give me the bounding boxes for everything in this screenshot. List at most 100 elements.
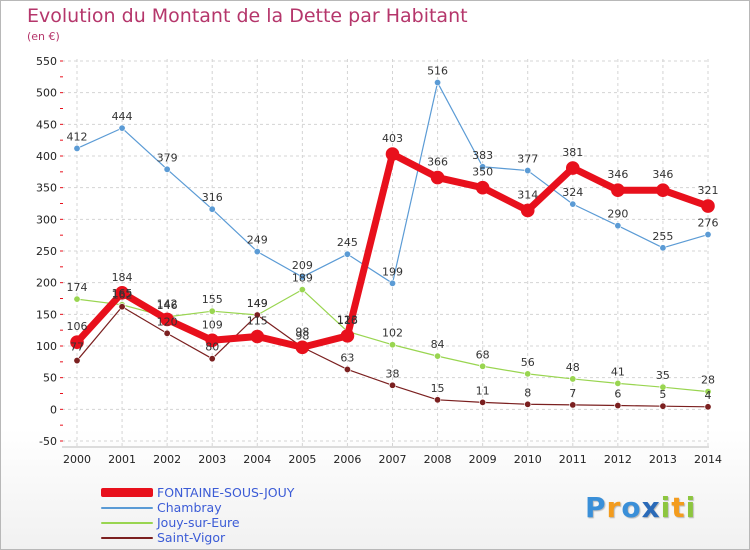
data-point-2 xyxy=(704,388,712,396)
x-tick-label: 2014 xyxy=(694,453,722,466)
data-label-3: 80 xyxy=(205,341,219,354)
data-point-3 xyxy=(569,401,577,409)
chart-title: Evolution du Montant de la Dette par Hab… xyxy=(27,5,468,27)
data-label-2: 41 xyxy=(611,365,625,378)
data-label-0: 109 xyxy=(202,318,223,331)
logo-letter: r xyxy=(606,491,622,524)
data-label-1: 383 xyxy=(472,149,493,162)
data-point-1 xyxy=(524,167,532,175)
data-label-0: 346 xyxy=(607,168,628,181)
logo-letter: i xyxy=(660,491,672,524)
data-label-2: 28 xyxy=(701,374,715,387)
y-tick-label: 100 xyxy=(36,340,57,353)
data-label-2: 165 xyxy=(112,287,133,300)
data-label-1: 316 xyxy=(202,191,223,204)
x-tick-label: 2001 xyxy=(108,453,136,466)
data-label-1: 199 xyxy=(382,265,403,278)
logo-letter: x xyxy=(641,491,661,524)
data-label-2: 48 xyxy=(566,361,580,374)
data-point-0 xyxy=(250,329,265,344)
x-tick-label: 2011 xyxy=(559,453,587,466)
y-tick-label: 200 xyxy=(36,277,57,290)
data-point-3 xyxy=(118,303,126,311)
y-tick-label: 500 xyxy=(36,87,57,100)
logo-letter: P xyxy=(585,491,607,524)
data-label-3: 63 xyxy=(340,351,354,364)
data-point-3 xyxy=(343,365,351,373)
data-point-2 xyxy=(659,383,667,391)
data-label-1: 412 xyxy=(67,130,88,143)
data-point-0 xyxy=(115,285,129,300)
data-point-3 xyxy=(388,381,396,389)
data-label-2: 155 xyxy=(202,293,223,306)
data-label-2: 84 xyxy=(431,338,445,351)
data-point-3 xyxy=(614,402,622,410)
proxiti-logo: Proxiti xyxy=(585,491,696,524)
x-tick-label: 2003 xyxy=(198,453,226,466)
data-label-0: 115 xyxy=(247,315,268,328)
data-label-0: 116 xyxy=(337,314,358,327)
x-tick-label: 2008 xyxy=(424,453,452,466)
data-point-1 xyxy=(118,124,126,132)
data-label-1: 444 xyxy=(112,110,133,123)
x-tick-label: 2004 xyxy=(243,453,271,466)
data-point-0 xyxy=(520,203,535,218)
data-label-0: 366 xyxy=(427,156,448,169)
data-label-0: 403 xyxy=(382,132,403,145)
data-label-2: 174 xyxy=(67,281,88,294)
data-label-2: 146 xyxy=(157,299,178,312)
data-label-3: 5 xyxy=(659,388,666,401)
data-label-0: 98 xyxy=(295,325,309,338)
data-point-3 xyxy=(253,311,261,319)
legend-item-fontaine: FONTAINE-SOUS-JOUY xyxy=(101,485,294,500)
data-point-0 xyxy=(701,199,715,213)
data-point-2 xyxy=(569,375,577,383)
data-label-3: 149 xyxy=(247,297,268,310)
legend: FONTAINE-SOUS-JOUY Chambray Jouy-sur-Eur… xyxy=(101,485,294,545)
data-point-1 xyxy=(704,231,712,239)
data-label-1: 377 xyxy=(517,153,538,166)
y-tick-label: 150 xyxy=(36,308,57,321)
data-point-2 xyxy=(614,379,622,387)
data-point-3 xyxy=(163,329,171,337)
chart-subtitle: (en €) xyxy=(27,30,60,43)
data-point-1 xyxy=(434,79,442,87)
data-point-1 xyxy=(614,222,622,230)
data-label-0: 184 xyxy=(112,271,133,284)
y-tick-label: -50 xyxy=(39,435,57,448)
legend-swatch-chambray xyxy=(101,506,153,509)
data-label-2: 189 xyxy=(292,272,313,285)
data-label-3: 162 xyxy=(112,289,133,302)
x-tick-label: 2006 xyxy=(333,453,361,466)
y-tick-label: 50 xyxy=(43,372,57,385)
logo-letter: t xyxy=(671,491,686,524)
y-tick-label: 0 xyxy=(50,403,57,416)
logo-letter: o xyxy=(621,491,642,524)
x-tick-label: 2002 xyxy=(153,453,181,466)
data-point-0 xyxy=(430,170,445,185)
data-point-3 xyxy=(73,357,81,365)
data-point-1 xyxy=(253,248,261,256)
x-tick-label: 2005 xyxy=(288,453,316,466)
data-label-1: 245 xyxy=(337,236,358,249)
data-point-2 xyxy=(388,341,396,349)
data-point-0 xyxy=(70,335,84,350)
data-point-1 xyxy=(343,250,351,258)
data-label-1: 276 xyxy=(698,217,719,230)
legend-swatch-saint-vigor xyxy=(101,536,153,539)
data-label-3: 6 xyxy=(614,388,621,401)
data-point-1 xyxy=(298,273,306,281)
data-label-3: 4 xyxy=(705,389,712,402)
x-tick-label: 2013 xyxy=(649,453,677,466)
data-label-3: 120 xyxy=(157,315,178,328)
legend-label-jouy: Jouy-sur-Eure xyxy=(157,515,240,530)
data-point-3 xyxy=(434,396,442,404)
data-point-0 xyxy=(565,161,580,175)
data-point-3 xyxy=(524,400,532,408)
data-point-3 xyxy=(659,402,667,410)
x-tick-label: 2007 xyxy=(379,453,407,466)
data-label-0: 321 xyxy=(698,184,719,197)
data-point-0 xyxy=(340,329,355,343)
y-tick-label: 300 xyxy=(36,213,57,226)
